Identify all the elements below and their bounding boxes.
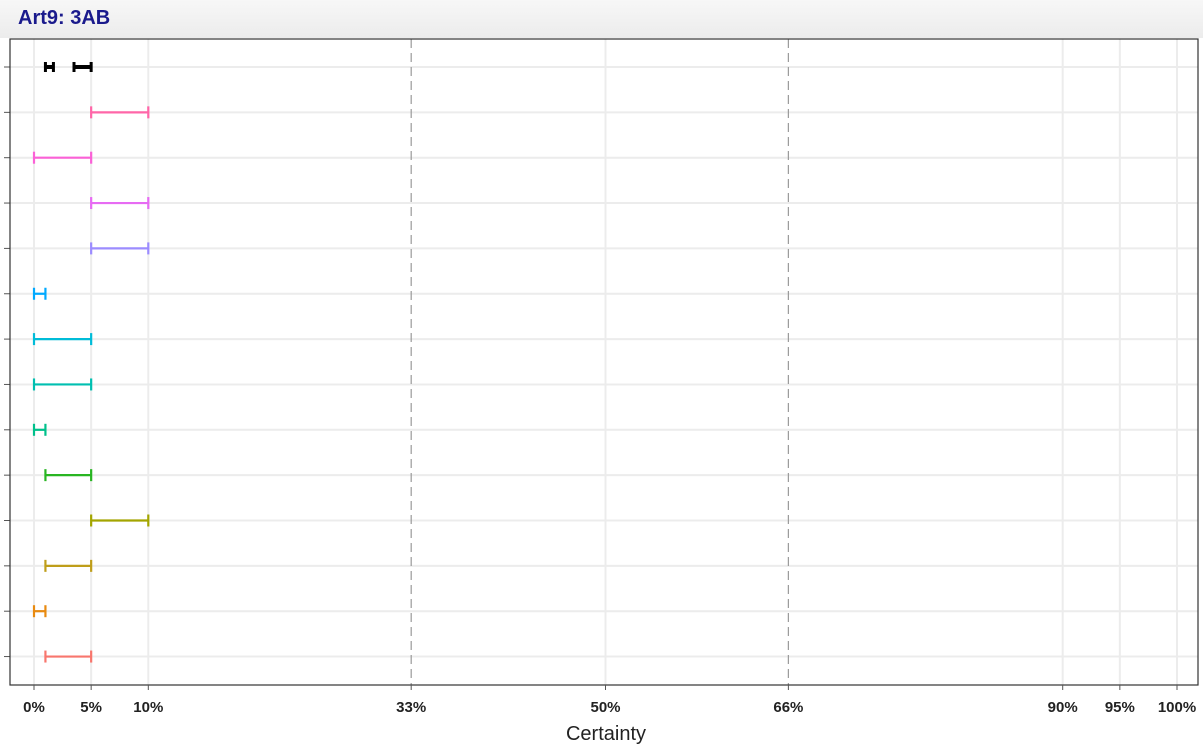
x-tick-label: 90% bbox=[1048, 699, 1078, 716]
interval-row bbox=[90, 106, 150, 119]
interval-row bbox=[44, 559, 93, 572]
interval-row bbox=[32, 287, 47, 300]
x-axis-ticks: 0% 5% 10% 33% 50% 66% 90% 95% 100% bbox=[23, 685, 1196, 716]
summary-row bbox=[43, 62, 93, 72]
x-tick-label: 10% bbox=[133, 699, 163, 716]
title-strip bbox=[0, 0, 1203, 38]
x-tick-label: 0% bbox=[23, 699, 45, 716]
x-tick-label: 50% bbox=[590, 699, 620, 716]
interval-rows bbox=[32, 62, 150, 663]
interval-row bbox=[32, 333, 93, 346]
interval-row bbox=[32, 423, 47, 436]
interval-row bbox=[32, 605, 47, 618]
interval-row bbox=[32, 378, 93, 391]
plot-border bbox=[9, 38, 1199, 686]
interval-row bbox=[90, 514, 150, 527]
x-tick-label: 66% bbox=[773, 699, 803, 716]
interval-row bbox=[90, 242, 150, 255]
reference-lines bbox=[410, 39, 789, 685]
interval-row bbox=[44, 650, 93, 663]
x-axis-title: Certainty bbox=[566, 723, 646, 745]
x-tick-label: 95% bbox=[1105, 699, 1135, 716]
x-tick-label: 33% bbox=[396, 699, 426, 716]
x-tick-label: 5% bbox=[80, 699, 102, 716]
grid-layer bbox=[4, 39, 1198, 685]
interval-row bbox=[32, 151, 93, 164]
chart-title: Art9: 3AB bbox=[18, 7, 111, 29]
interval-row bbox=[44, 469, 93, 482]
x-tick-label: 100% bbox=[1158, 699, 1196, 716]
interval-row bbox=[90, 197, 150, 210]
